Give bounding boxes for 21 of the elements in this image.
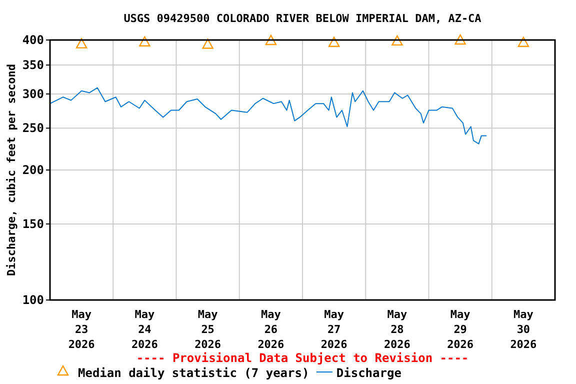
- y-tick-label: 250: [22, 121, 44, 136]
- chart-title: USGS 09429500 COLORADO RIVER BELOW IMPERIAL DAM, AZ-CA: [124, 12, 482, 25]
- y-axis-title: Discharge, cubic feet per second: [5, 64, 18, 276]
- text: ---- Provisional Data Subject to Revision ----: [136, 351, 469, 365]
- y-tick-label: 350: [22, 58, 44, 72]
- x-tick-label: May 26 2026: [258, 308, 285, 351]
- line-series: [50, 87, 488, 144]
- y-tick-label: 300: [22, 86, 44, 101]
- x-tick-label: May 24 2026: [131, 308, 158, 351]
- x-tick-label: May 23 2026: [68, 308, 96, 351]
- legend-label: Median daily statistic (7 years): [78, 366, 310, 380]
- x-tick-label: May 25 2026: [194, 308, 222, 351]
- y-tick-label: 100: [22, 293, 44, 307]
- x-tick-label: May 30 2026: [510, 308, 538, 351]
- y-tick-label: 150: [22, 216, 44, 231]
- x-tick-label: May 29 2026: [447, 308, 474, 351]
- x-tick-label: May 28 2026: [384, 308, 411, 351]
- y-tick-label: 200: [22, 163, 44, 177]
- y-tick-label: 400: [22, 33, 44, 47]
- legend-label: Discharge: [336, 366, 402, 380]
- x-tick-label: May 27 2026: [320, 308, 348, 351]
